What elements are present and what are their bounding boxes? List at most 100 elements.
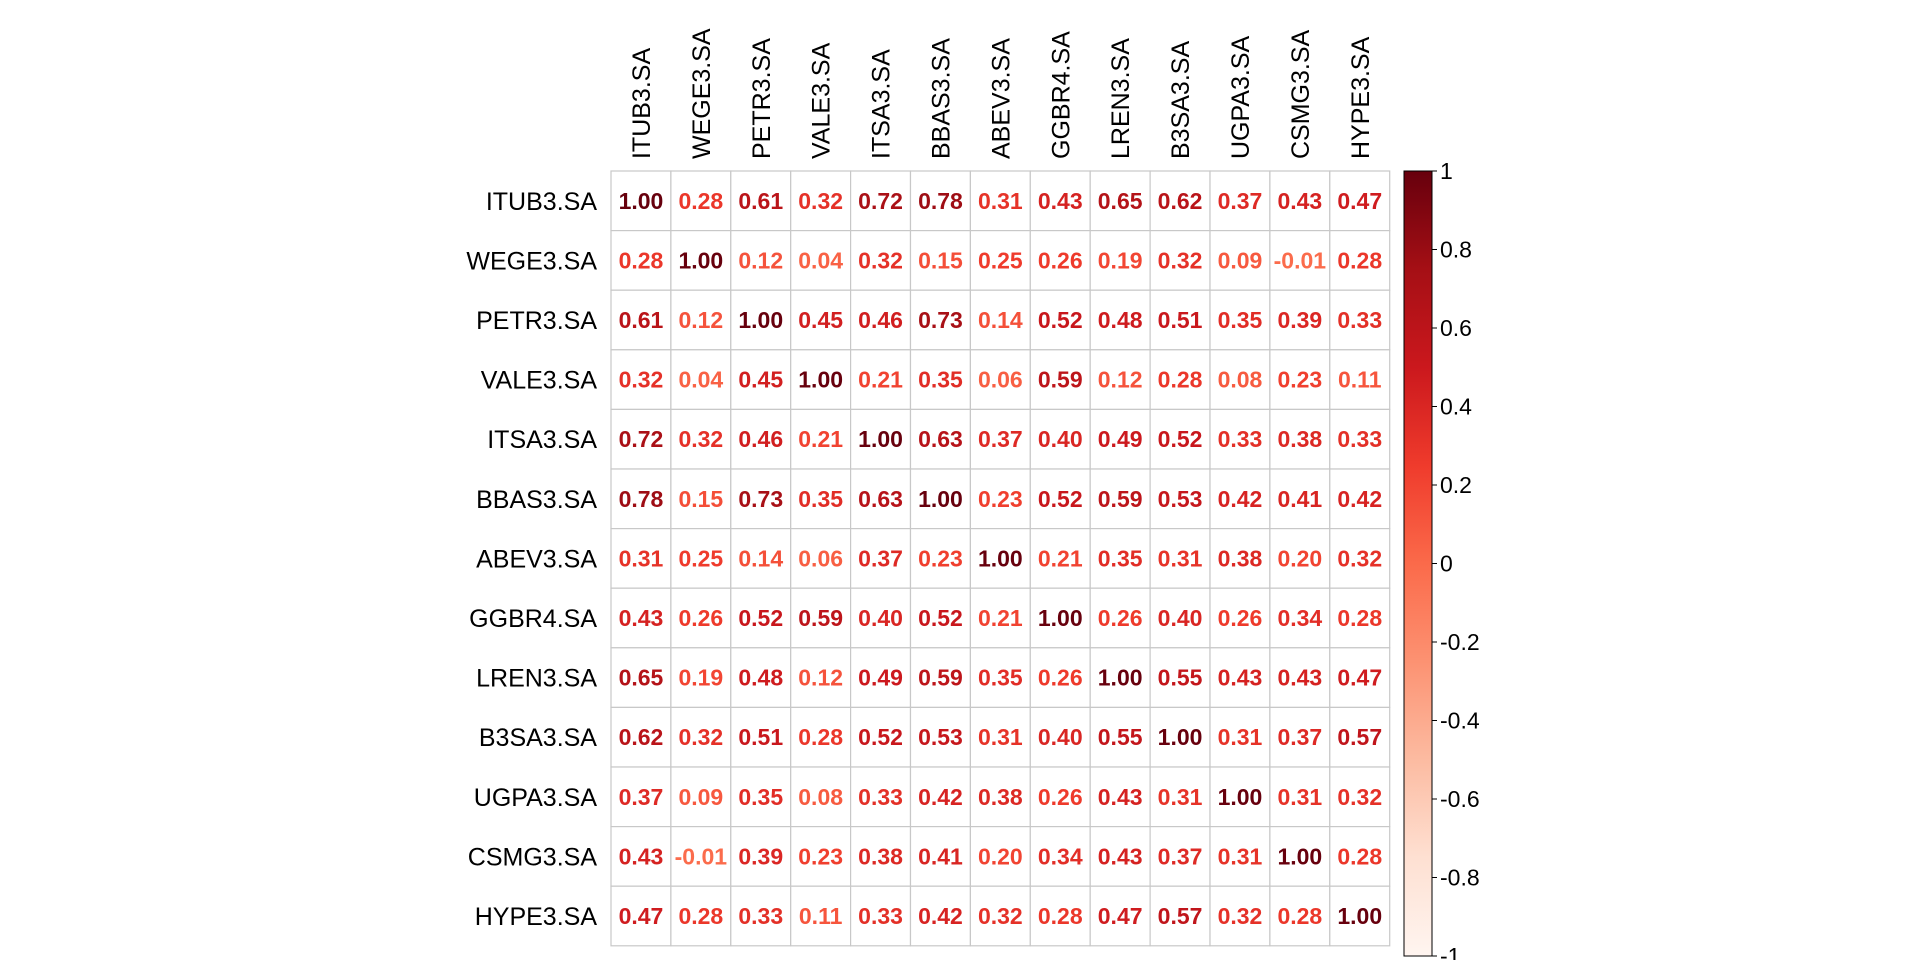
heatmap-cell-abev3-sa-hype3-sa	[1329, 527, 1391, 589]
heatmap-cell-itsa3-sa-vale3-sa	[790, 408, 852, 470]
cell-value-label: 0.04	[798, 247, 843, 273]
cell-value-label: 0.32	[858, 247, 903, 273]
row-label-bbas3-sa: BBAS3.SA	[476, 486, 597, 514]
row-label-petr3-sa: PETR3.SA	[476, 307, 597, 335]
column-label-abev3-sa: ABEV3.SA	[987, 38, 1015, 159]
cell-value-label: 0.61	[738, 188, 783, 214]
cell-value-label: 0.15	[918, 247, 963, 273]
cell-value-label: 0.43	[1098, 843, 1143, 869]
heatmap-cell-ggbr4-sa-ugpa3-sa	[1209, 587, 1271, 649]
cell-value-label: 0.14	[978, 307, 1023, 333]
row-label-abev3-sa: ABEV3.SA	[476, 545, 597, 573]
cell-value-label: 0.33	[1337, 307, 1382, 333]
heatmap-cell-abev3-sa-itub3-sa	[610, 527, 672, 589]
heatmap-cell-lren3-sa-ggbr4-sa	[1029, 647, 1091, 708]
row-label-csmg3-sa: CSMG3.SA	[468, 843, 598, 871]
heatmap-cell-ugpa3-sa-itub3-sa	[610, 766, 672, 828]
heatmap-cell-bbas3-sa-hype3-sa	[1329, 468, 1391, 530]
heatmap-cell-lren3-sa-petr3-sa	[730, 647, 792, 708]
cell-value-labels: 1.00 0.28 0.61 0.32 0.72 0.78 0.31 0.43 0.65 0.62…	[619, 188, 1383, 929]
cell-value-label: 1.00	[1337, 903, 1382, 929]
column-label-ugpa3-sa: UGPA3.SA	[1227, 35, 1255, 159]
heatmap-cell-petr3-sa-wege3-sa	[670, 289, 732, 351]
cell-value-label: 0.53	[918, 724, 963, 750]
cell-value-label: 0.72	[619, 426, 664, 452]
cell-value-label: 0.28	[1337, 843, 1382, 869]
heatmap-cell-bbas3-sa-itsa3-sa	[849, 468, 912, 530]
cell-value-label: 0.52	[1038, 486, 1083, 512]
heatmap-cell-vale3-sa-hype3-sa	[1329, 349, 1391, 410]
cell-value-label: 0.35	[1098, 545, 1143, 571]
cell-value-label: 0.41	[1277, 486, 1322, 512]
cell-value-label: 0.28	[1337, 247, 1382, 273]
heatmap-cell-ggbr4-sa-bbas3-sa	[909, 587, 972, 649]
cell-value-label: 0.63	[918, 426, 963, 452]
cell-value-label: 0.23	[798, 843, 843, 869]
column-label-hype3-sa: HYPE3.SA	[1347, 36, 1375, 159]
colorbar-tick-label: -0.8	[1440, 865, 1480, 891]
heatmap-cell-itsa3-sa-abev3-sa	[969, 408, 1031, 470]
cell-value-label: 0.43	[1218, 665, 1263, 691]
heatmap-cell-petr3-sa-petr3-sa	[730, 289, 792, 351]
heatmap-cell-hype3-sa-bbas3-sa	[909, 885, 972, 947]
heatmap-cell-itub3-sa-bbas3-sa	[909, 170, 972, 232]
cell-value-label: 0.45	[798, 307, 843, 333]
cell-value-label: 0.08	[1218, 367, 1263, 393]
cell-value-label: 0.35	[978, 665, 1023, 691]
cell-value-label: 0.52	[858, 724, 903, 750]
cell-value-label: 0.37	[1277, 724, 1322, 750]
column-label-bbas3-sa: BBAS3.SA	[927, 38, 955, 159]
heatmap-cell-bbas3-sa-csmg3-sa	[1269, 468, 1331, 530]
cell-value-label: 0.20	[978, 843, 1023, 869]
colorbar-tick-label: -0.6	[1440, 786, 1480, 812]
heatmap-cell-b3sa3-sa-ugpa3-sa	[1209, 706, 1271, 768]
row-label-itub3-sa: ITUB3.SA	[486, 188, 597, 216]
cell-value-label: 0.59	[918, 665, 963, 691]
cell-value-label: 0.28	[798, 724, 843, 750]
heatmap-cell-itsa3-sa-wege3-sa	[670, 408, 732, 470]
cell-value-label: 0.38	[858, 843, 903, 869]
cell-value-label: 0.57	[1337, 724, 1382, 750]
heatmap-cell-csmg3-sa-itsa3-sa	[849, 825, 912, 887]
cell-value-label: 0.55	[1098, 724, 1143, 750]
cell-value-label: 0.32	[978, 903, 1023, 929]
heatmap-cell-wege3-sa-lren3-sa	[1089, 230, 1151, 291]
heatmap-cell-ugpa3-sa-vale3-sa	[790, 766, 852, 828]
heatmap-cell-ugpa3-sa-ggbr4-sa	[1029, 766, 1091, 828]
cell-value-label: 0.32	[1337, 545, 1382, 571]
heatmap-cell-ugpa3-sa-hype3-sa	[1329, 766, 1391, 828]
cell-value-label: 0.48	[738, 665, 783, 691]
heatmap-cell-lren3-sa-itub3-sa	[610, 647, 672, 708]
row-label-wege3-sa: WEGE3.SA	[466, 247, 597, 275]
cell-value-label: 0.52	[1038, 307, 1083, 333]
cell-value-label: 0.06	[978, 367, 1023, 393]
heatmap-cell-ugpa3-sa-csmg3-sa	[1269, 766, 1331, 828]
cell-value-label: 0.41	[918, 843, 963, 869]
colorbar-tick-label: -1	[1440, 943, 1460, 960]
cell-value-label: 1.00	[1038, 605, 1083, 631]
cell-value-label: 0.25	[978, 247, 1023, 273]
cell-value-label: 0.28	[678, 188, 723, 214]
cell-value-label: -0.01	[675, 843, 728, 869]
heatmap-cell-hype3-sa-itub3-sa	[610, 885, 672, 947]
cell-value-label: 0.62	[1158, 188, 1203, 214]
heatmap-cell-hype3-sa-ggbr4-sa	[1029, 885, 1091, 947]
heatmap-cell-vale3-sa-ugpa3-sa	[1209, 349, 1271, 410]
cell-value-label: 0.20	[1277, 545, 1322, 571]
heatmap-cell-abev3-sa-b3sa3-sa	[1149, 527, 1211, 589]
cell-value-label: 0.15	[678, 486, 723, 512]
cell-value-label: 0.38	[1277, 426, 1322, 452]
cell-value-label: 0.51	[1158, 307, 1203, 333]
cell-value-label: 0.23	[978, 486, 1023, 512]
heatmap-cell-itub3-sa-csmg3-sa	[1269, 170, 1331, 232]
heatmap-cell-abev3-sa-abev3-sa	[969, 527, 1031, 589]
colorbar-tick-label: 0.6	[1440, 315, 1472, 341]
heatmap-cell-abev3-sa-ugpa3-sa	[1209, 527, 1271, 589]
cell-value-label: 0.45	[738, 367, 783, 393]
cell-value-label: 0.23	[1277, 367, 1322, 393]
cell-value-label: 0.73	[918, 307, 963, 333]
cell-value-label: 0.42	[1337, 486, 1382, 512]
heatmap-cell-b3sa3-sa-abev3-sa	[969, 706, 1031, 768]
heatmap-cell-ggbr4-sa-hype3-sa	[1329, 587, 1391, 649]
column-label-wege3-sa: WEGE3.SA	[688, 28, 716, 159]
